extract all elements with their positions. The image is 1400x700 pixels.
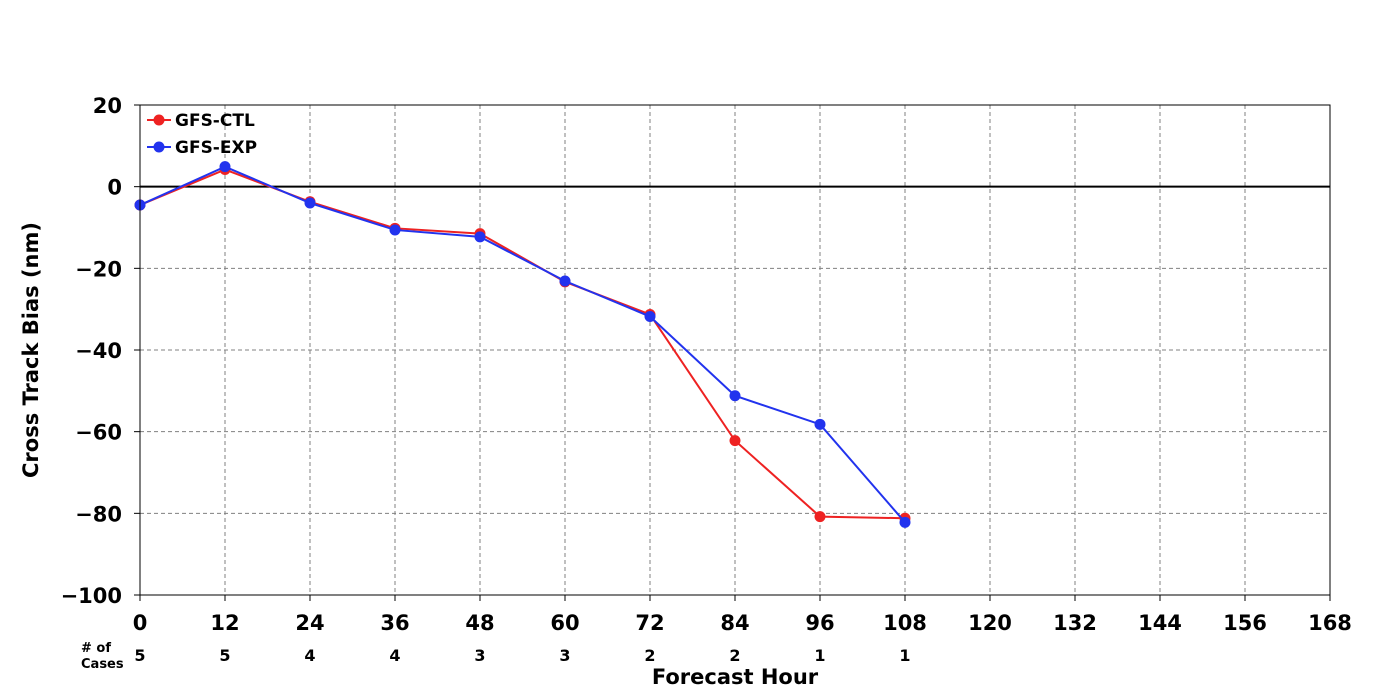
case-count: 1	[814, 646, 825, 665]
data-point	[729, 435, 741, 447]
grid-lines	[140, 105, 1330, 595]
legend: GFS-CTL GFS-EXP	[147, 111, 257, 158]
x-tick-label: 168	[1308, 611, 1352, 635]
data-point	[814, 418, 826, 430]
case-count: 4	[304, 646, 315, 665]
data-point	[814, 511, 826, 523]
series-gfs-ctl	[134, 164, 911, 524]
case-count: 3	[559, 646, 570, 665]
y-tick-label: 20	[93, 94, 122, 118]
case-count: 4	[389, 646, 400, 665]
case-count: 1	[899, 646, 910, 665]
data-point	[474, 231, 486, 243]
y-axis-ticks: 20 0 −20 −40 −60 −80 −100	[61, 94, 140, 608]
cases-label-line2: Cases	[81, 657, 124, 672]
x-tick-label: 36	[380, 611, 409, 635]
y-tick-label: −60	[75, 421, 122, 445]
legend-item: GFS-CTL	[147, 111, 255, 131]
case-count: 2	[644, 646, 655, 665]
x-tick-label: 60	[550, 611, 579, 635]
x-tick-label: 156	[1223, 611, 1267, 635]
x-tick-label: 48	[465, 611, 494, 635]
series-gfs-exp	[134, 161, 911, 528]
x-tick-label: 120	[968, 611, 1012, 635]
x-tick-label: 72	[635, 611, 664, 635]
series-layer	[134, 161, 911, 528]
x-tick-label: 108	[883, 611, 927, 635]
case-count: 2	[729, 646, 740, 665]
data-point	[219, 161, 231, 173]
x-tick-label: 132	[1053, 611, 1097, 635]
case-count: 5	[219, 646, 230, 665]
x-axis-ticks: 0 12 24 36 48 60 72 84 96 108 120 132 144 156 168	[133, 595, 1352, 635]
y-tick-label: −80	[75, 502, 122, 526]
legend-marker	[153, 114, 165, 126]
x-tick-label: 96	[805, 611, 834, 635]
cases-label-line1: # of	[81, 641, 111, 656]
x-tick-label: 24	[295, 611, 324, 635]
series-line	[139, 168, 906, 520]
x-axis-title: Forecast Hour	[652, 665, 819, 689]
y-tick-label: −20	[75, 257, 122, 281]
cases-row: # of Cases 5 5 4 4 3 3 2 2 1 1	[81, 641, 911, 672]
data-point	[304, 197, 316, 209]
case-count: 5	[134, 646, 145, 665]
y-tick-label: 0	[107, 176, 122, 200]
legend-label: GFS-CTL	[175, 111, 255, 131]
x-tick-label: 84	[720, 611, 749, 635]
y-axis-title: Cross Track Bias (nm)	[19, 222, 43, 478]
data-point	[389, 224, 401, 236]
data-point	[644, 311, 656, 323]
y-tick-label: −100	[61, 584, 122, 608]
data-point	[729, 390, 741, 402]
data-point	[899, 516, 911, 528]
x-tick-label: 0	[133, 611, 148, 635]
legend-label: GFS-EXP	[175, 138, 257, 158]
legend-item: GFS-EXP	[147, 138, 257, 158]
case-count: 3	[474, 646, 485, 665]
series-line	[139, 165, 906, 523]
x-tick-label: 12	[210, 611, 239, 635]
legend-marker	[153, 141, 165, 153]
data-point	[559, 275, 571, 287]
y-tick-label: −40	[75, 339, 122, 363]
x-tick-label: 144	[1138, 611, 1182, 635]
